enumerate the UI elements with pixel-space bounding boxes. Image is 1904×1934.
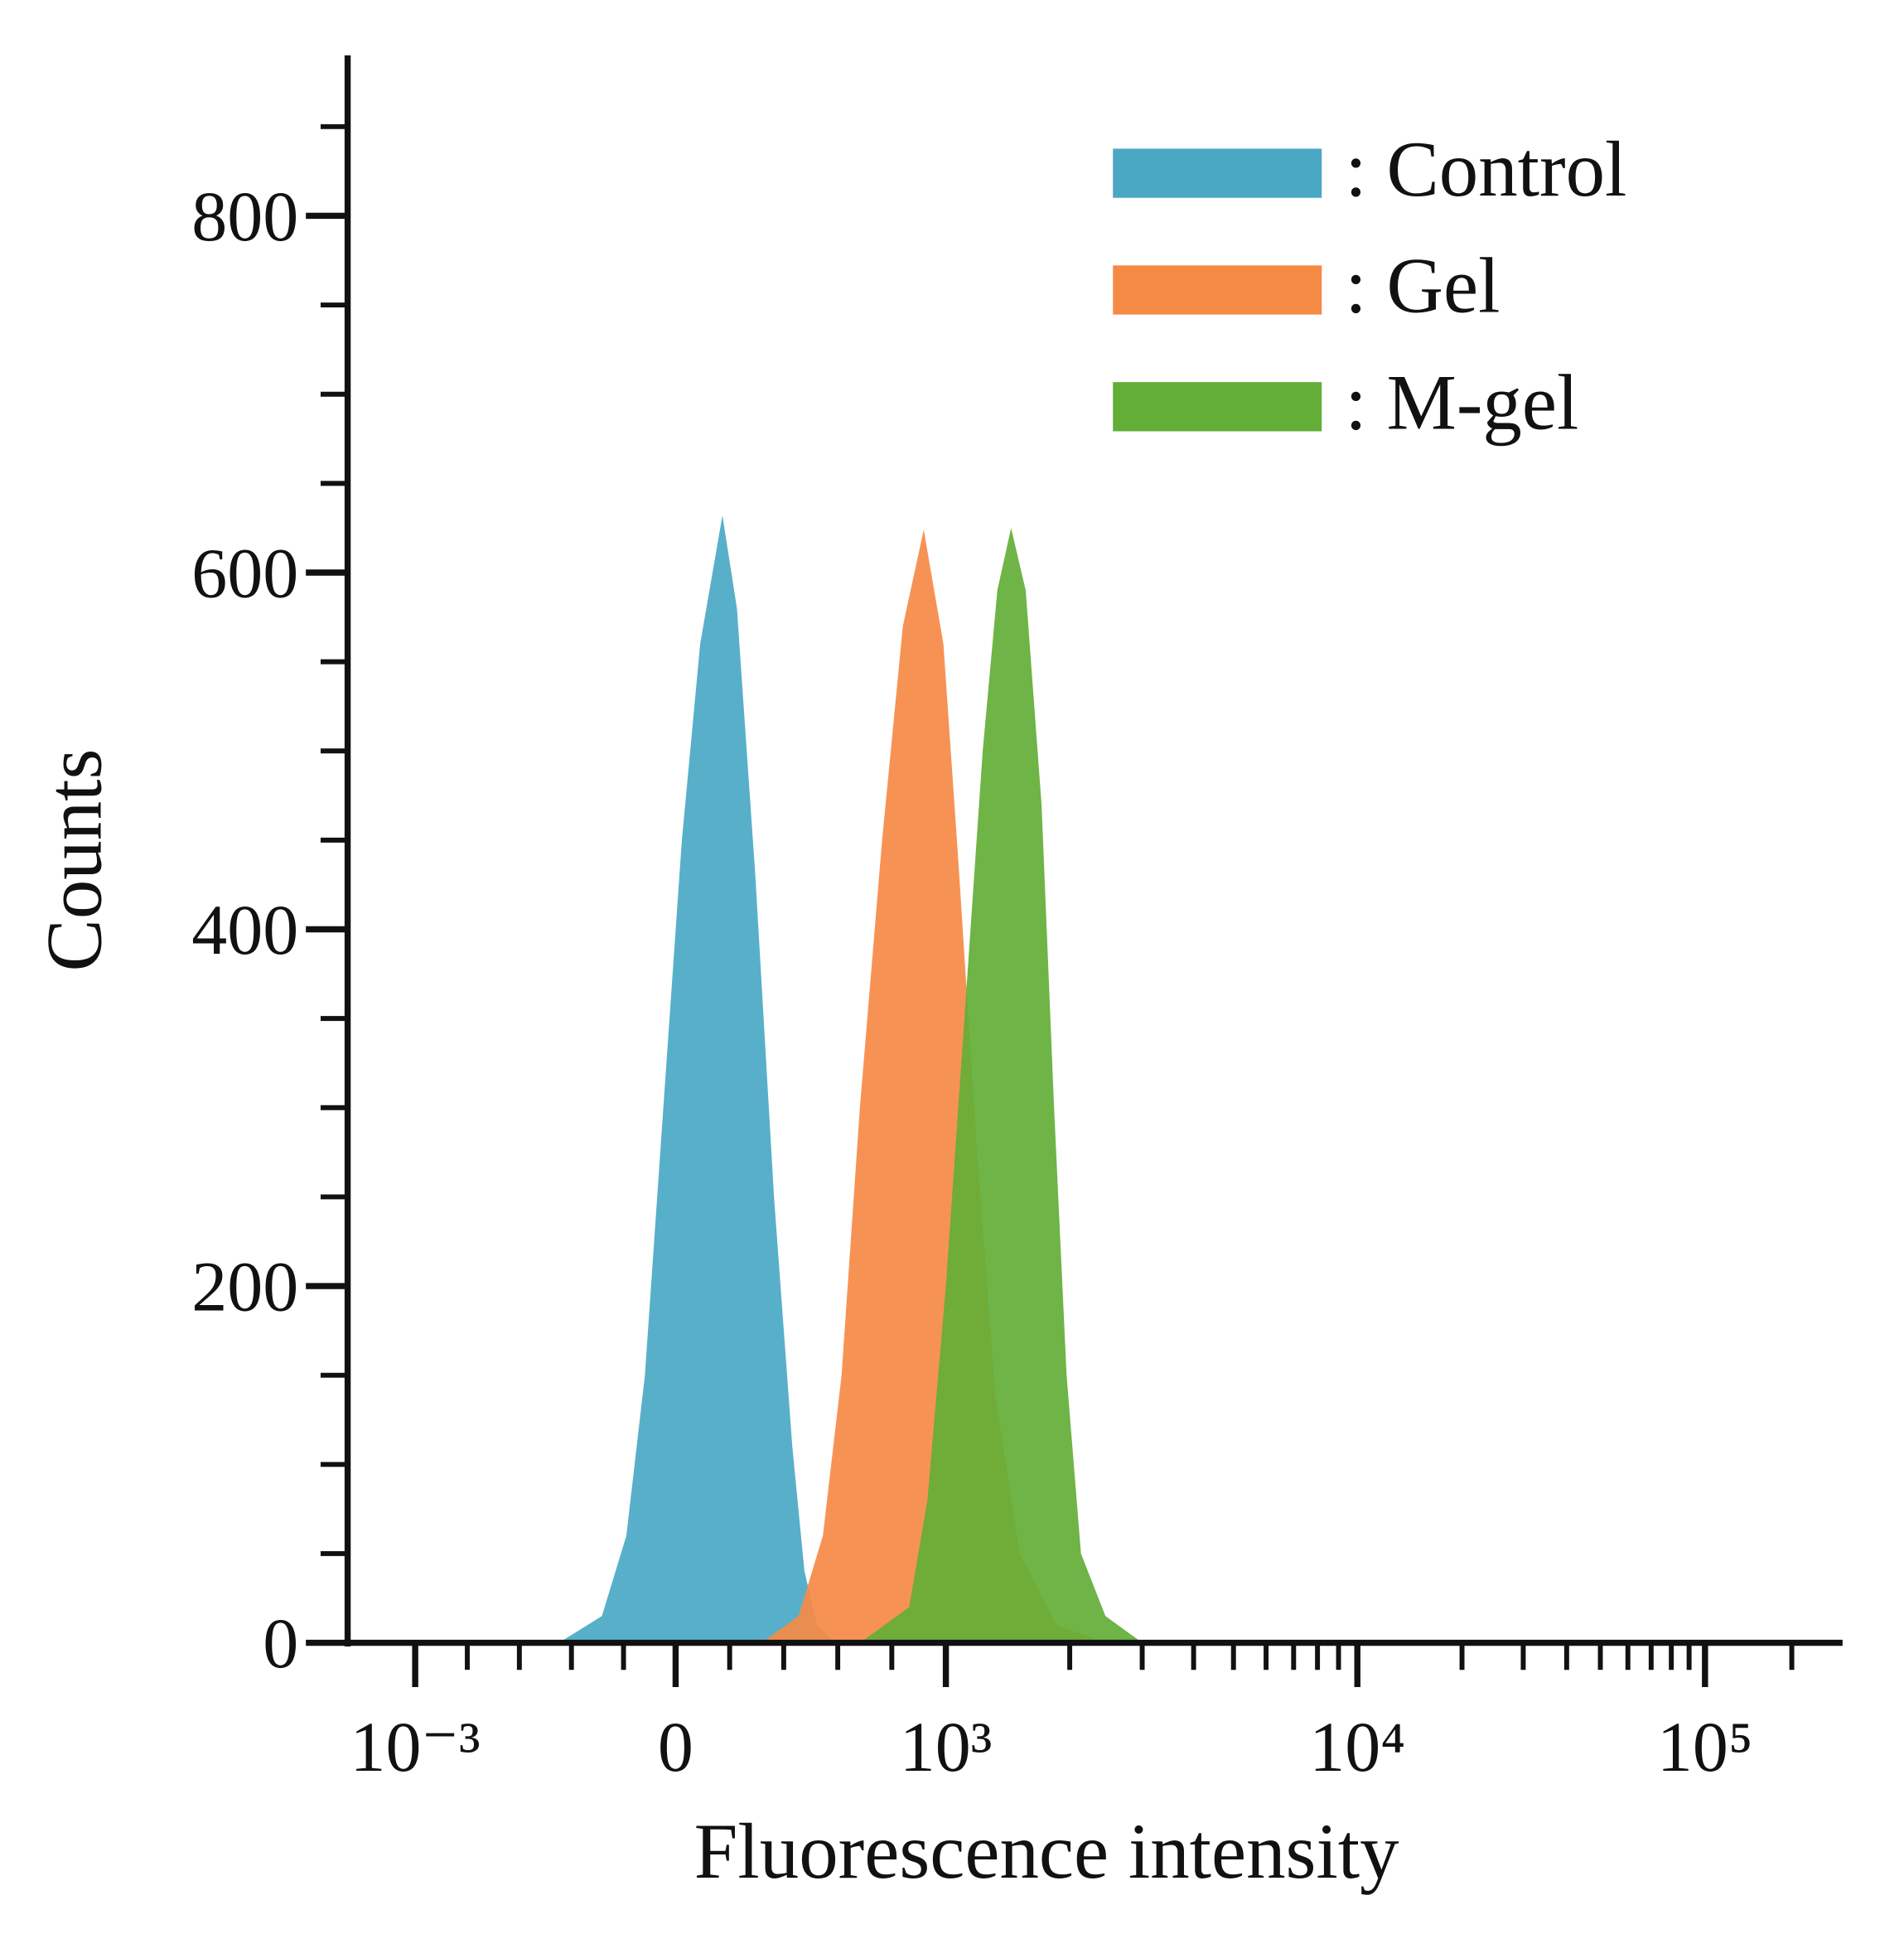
legend-swatch bbox=[1113, 382, 1322, 432]
x-tick-label: 10⁴ bbox=[1309, 1707, 1405, 1787]
y-tick-label: 600 bbox=[191, 534, 298, 613]
legend-swatch bbox=[1113, 148, 1322, 198]
y-tick-label: 400 bbox=[191, 890, 298, 969]
x-tick-label: 10³ bbox=[900, 1707, 993, 1787]
legend-label: : Control bbox=[1345, 125, 1626, 213]
legend-label: : M-gel bbox=[1345, 359, 1578, 447]
y-tick-label: 200 bbox=[191, 1247, 298, 1327]
x-tick-label: 10⁵ bbox=[1657, 1707, 1753, 1787]
y-tick-label: 800 bbox=[191, 176, 298, 256]
y-axis-title: Counts bbox=[31, 749, 118, 972]
legend-swatch bbox=[1113, 265, 1322, 315]
y-tick-label: 0 bbox=[263, 1603, 298, 1683]
x-tick-label: 10⁻³ bbox=[350, 1707, 481, 1787]
density-area bbox=[761, 529, 1106, 1643]
density-area bbox=[558, 515, 836, 1643]
x-axis-title: Fluorescence intensity bbox=[694, 1807, 1399, 1895]
density-area bbox=[859, 528, 1143, 1643]
legend-label: : Gel bbox=[1345, 242, 1500, 330]
x-tick-label: 0 bbox=[658, 1707, 693, 1787]
